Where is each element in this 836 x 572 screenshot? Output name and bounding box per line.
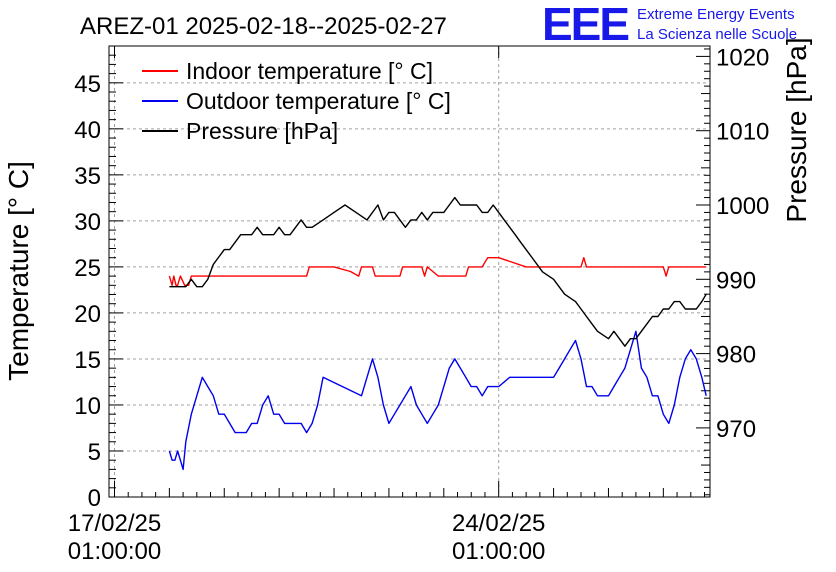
y-right-tick-label: 980 <box>716 342 756 369</box>
x-tick-label-date: 24/02/25 <box>452 510 545 537</box>
y-right-tick-label: 990 <box>716 267 756 294</box>
y-right-tick-label: 1000 <box>716 193 769 220</box>
series-layer <box>168 196 707 471</box>
legend-label-3: Pressure [hPa] <box>186 118 338 144</box>
y-left-tick-label: 0 <box>88 485 101 512</box>
y-left-tick-label: 25 <box>74 255 101 282</box>
eee-logo-line2: La Scienza nelle Scuole <box>637 26 797 43</box>
y-right-tick-label: 1010 <box>716 119 769 146</box>
y-left-tick-label: 40 <box>74 117 101 144</box>
y-right-tick-label: 1020 <box>716 44 769 71</box>
eee-logo-line1: Extreme Energy Events <box>637 6 795 23</box>
x-tick-label-time: 01:00:00 <box>452 538 545 565</box>
y-left-axis-label: Temperature [° C] <box>3 161 34 381</box>
series-line-1 <box>168 257 707 286</box>
y-right-tick-label: 970 <box>716 416 756 443</box>
legend-label-1: Indoor temperature [° C] <box>186 58 433 84</box>
legend-label-2: Outdoor temperature [° C] <box>186 88 451 114</box>
eee-logo: EEE Extreme Energy Events La Scienza nel… <box>542 0 797 50</box>
chart-title: AREZ-01 2025-02-18--2025-02-27 <box>80 13 447 40</box>
y-left-tick-label: 15 <box>74 347 101 374</box>
y-left-tick-label: 45 <box>74 71 101 98</box>
y-left-tick-label: 5 <box>88 439 101 466</box>
y-left-tick-label: 20 <box>74 301 101 328</box>
series-line-2 <box>168 330 707 471</box>
eee-logo-mark: EEE <box>542 0 628 50</box>
y-left-tick-label: 10 <box>74 393 101 420</box>
x-tick-label-time: 01:00:00 <box>68 538 161 565</box>
series-line-3 <box>169 196 707 347</box>
y-right-axis-label: Pressure [hPa] <box>781 37 812 222</box>
x-tick-label-date: 17/02/25 <box>68 510 161 537</box>
legend: Indoor temperature [° C] Outdoor temperat… <box>142 58 451 144</box>
y-left-tick-label: 30 <box>74 209 101 236</box>
y-left-tick-label: 35 <box>74 163 101 190</box>
axes: 0 5 10 15 20 25 30 35 40 45 970 980 990 1000 1010 1020 1… <box>68 44 770 565</box>
